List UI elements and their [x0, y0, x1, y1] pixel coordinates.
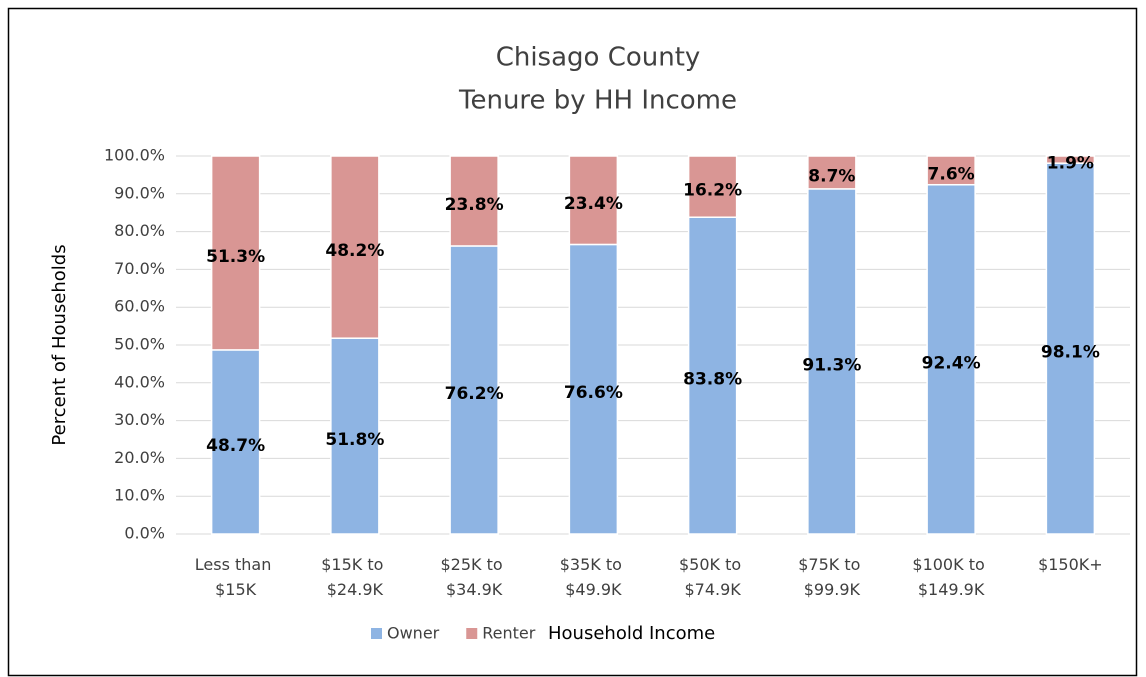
y-tick-label: 20.0% — [114, 448, 165, 467]
legend-swatch — [466, 628, 478, 639]
x-tick-label: $15K to $24.9K — [321, 555, 388, 599]
y-tick-label: 30.0% — [114, 410, 165, 429]
data-label: 48.2% — [325, 241, 384, 261]
data-label: 16.2% — [683, 181, 742, 201]
y-tick-label: 100.0% — [104, 146, 165, 165]
bar-segment — [568, 243, 619, 535]
x-tick-label: $50K to $74.9K — [679, 555, 746, 599]
y-tick-label: 70.0% — [114, 259, 165, 278]
y-axis-title: Percent of Households — [49, 244, 70, 445]
data-label: 98.1% — [1041, 343, 1100, 363]
bar-segment — [926, 155, 976, 186]
bar-segment — [449, 245, 499, 535]
x-tick-label: Less than $15K — [195, 555, 277, 599]
legend-label: Renter — [482, 624, 536, 643]
data-label: 51.8% — [325, 430, 384, 450]
x-tick-label: $25K to $34.9K — [440, 555, 507, 599]
data-label: 91.3% — [802, 355, 861, 375]
bar-segment — [210, 349, 261, 535]
bar-segment — [449, 155, 499, 247]
data-label: 76.6% — [564, 383, 623, 403]
data-label: 92.4% — [922, 353, 981, 373]
x-tick-label: $35K to $49.9K — [560, 555, 627, 599]
data-label: 23.4% — [564, 194, 623, 214]
bar-segment — [330, 337, 380, 535]
bar-segment — [568, 155, 619, 246]
bar-segment — [807, 155, 857, 190]
data-label: 76.2% — [445, 384, 504, 404]
bar-segment — [330, 155, 380, 339]
legend-swatch — [371, 628, 382, 639]
y-tick-label: 60.0% — [114, 297, 165, 316]
x-axis-title: Household Income — [548, 623, 715, 644]
bar-segment — [687, 216, 738, 535]
y-tick-label: 0.0% — [124, 524, 165, 543]
x-tick-label: $150K+ — [1038, 555, 1103, 574]
data-label: 48.7% — [206, 436, 265, 456]
bar-segment — [687, 155, 738, 218]
data-label: 51.3% — [206, 247, 265, 267]
data-label: 23.8% — [445, 195, 504, 215]
x-tick-label: $75K to $99.9K — [798, 555, 865, 599]
data-label: 7.6% — [928, 164, 975, 184]
data-label: 83.8% — [683, 370, 742, 390]
legend-label: Owner — [387, 624, 440, 643]
data-label: 1.9% — [1047, 154, 1094, 174]
bar-segment — [210, 155, 261, 351]
y-tick-label: 90.0% — [114, 183, 165, 202]
data-label: 8.7% — [808, 166, 855, 186]
y-tick-label: 80.0% — [114, 221, 165, 240]
chart-subtitle: Tenure by HH Income — [458, 86, 737, 116]
bar-segment — [807, 188, 857, 535]
chart-title: Chisago County — [496, 43, 701, 73]
y-tick-label: 50.0% — [114, 335, 165, 354]
bar-segment — [926, 183, 976, 535]
x-tick-label: $100K to $149.9K — [912, 555, 989, 599]
y-tick-label: 40.0% — [114, 372, 165, 391]
bar-segment — [1045, 155, 1096, 164]
y-tick-label: 10.0% — [114, 486, 165, 505]
